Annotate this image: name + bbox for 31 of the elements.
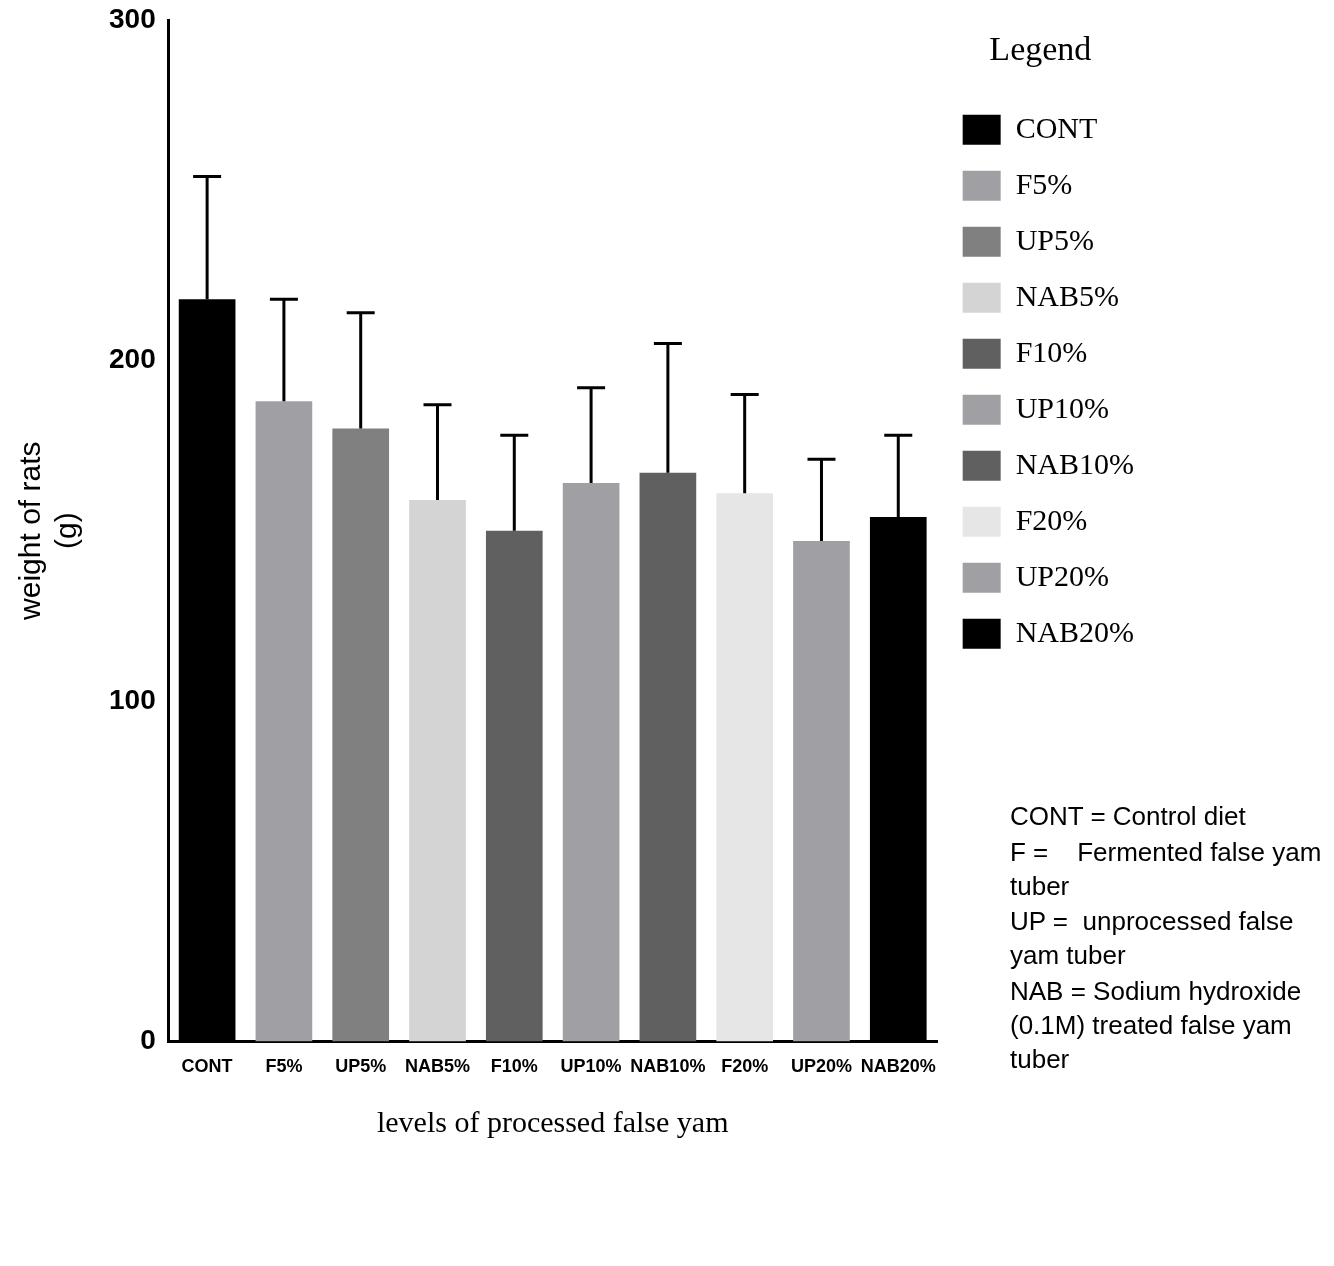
x-tick-label: NAB10% [630,1056,706,1077]
y-axis-title: weight of rats (g) [13,441,83,621]
x-tick-label: F20% [721,1056,769,1077]
legend-label: F10% [1015,334,1088,368]
x-axis-title: levels of processed false yam [376,1104,729,1138]
x-tick-label: F5% [265,1056,303,1077]
y-tick-label: 100 [109,683,156,715]
legend-label: NAB20% [1015,614,1135,648]
text: UP = unprocessed false yam tuber [1010,905,1295,973]
x-tick-label: UP20% [790,1056,852,1077]
legend-label: NAB10% [1015,446,1135,480]
legend-label: UP20% [1015,558,1110,592]
legend-label: F5% [1015,166,1073,200]
y-tick-label: 0 [140,1024,156,1056]
x-tick-label: F10% [490,1056,538,1077]
x-tick-label: NAB5% [404,1056,471,1077]
x-tick-label: UP10% [560,1056,622,1077]
legend-title: Legend [989,29,1092,67]
y-tick-label: 200 [109,343,156,375]
legend-label: UP10% [1015,390,1110,424]
legend-label: UP5% [1015,222,1095,256]
text: CONT = Control diet [1010,800,1247,833]
text: NAB = Sodium hydroxide (0.1M) treated false yam tuber [1010,975,1303,1076]
text: F = Fermented false yam tuber [1010,835,1323,903]
legend-label: F20% [1015,502,1088,536]
x-tick-label: CONT [181,1056,233,1077]
x-tick-label: UP5% [335,1056,387,1077]
legend-label: CONT [1015,110,1098,144]
legend-label: NAB5% [1015,278,1120,312]
y-tick-label: 300 [109,2,156,34]
x-tick-label: NAB20% [860,1056,936,1077]
